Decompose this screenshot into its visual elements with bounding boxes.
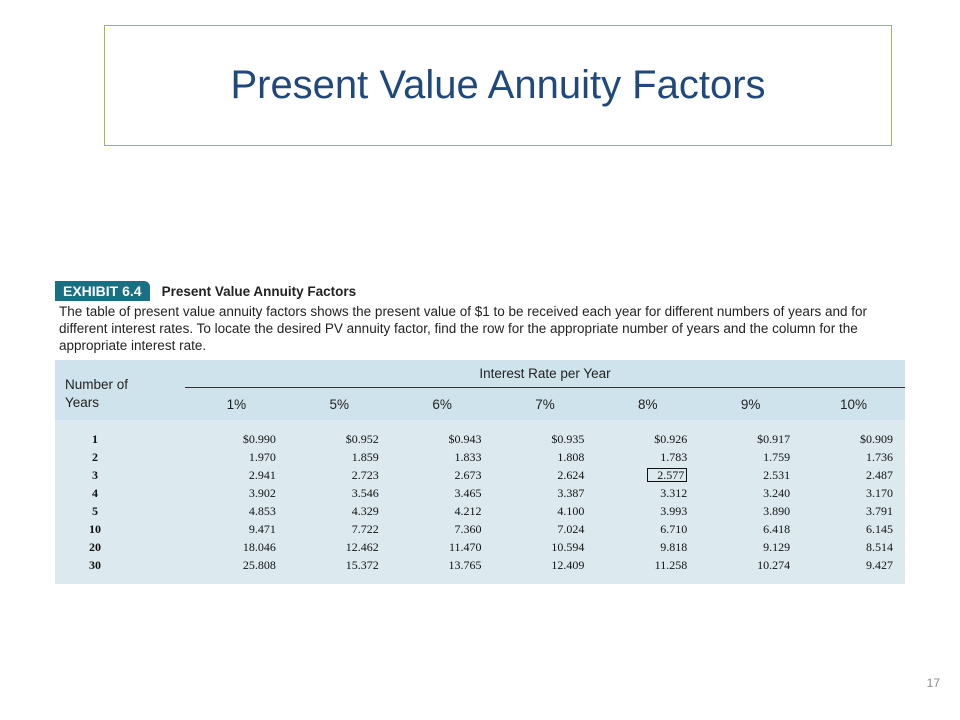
column-header: 8% [638, 396, 658, 412]
factor-cell: 1.759 [763, 449, 791, 464]
slide-title: Present Value Annuity Factors [230, 63, 766, 107]
factor-cell: 7.024 [557, 521, 585, 536]
factor-cell: 3.312 [660, 485, 688, 500]
factor-cell: 7.722 [351, 521, 379, 536]
factor-cell: 11.258 [654, 557, 688, 572]
factor-cell: 3.170 [866, 485, 893, 500]
factor-cell: 12.462 [345, 539, 379, 554]
column-header-row: 1% 5% 6% 7% 8% 9% 10% [55, 388, 905, 420]
row-header: Number of Years [55, 360, 185, 420]
factor-cell: 9.818 [660, 539, 688, 554]
highlighted-factor: 2.577 [647, 467, 688, 482]
column-header: 9% [740, 396, 761, 412]
factor-cell: 9.471 [248, 521, 276, 536]
factor-cell: 1.859 [351, 449, 379, 464]
years-cell: 30 [89, 557, 101, 572]
factor-cell: 4.853 [248, 503, 276, 518]
exhibit-description: The table of present value annuity facto… [59, 304, 867, 353]
factor-cell: 2.531 [763, 467, 791, 482]
table-row: 10 9.471 7.722 7.360 7.024 6.710 6.418 6.145 [55, 520, 905, 538]
factor-cell: 3.387 [557, 485, 585, 500]
years-cell: 10 [89, 521, 101, 536]
factor-cell: 13.765 [448, 557, 482, 572]
table-body: 1 $0.990 $0.952 $0.943 $0.935 $0.926 $0.917 $0.… [55, 420, 905, 584]
factor-cell: 4.329 [351, 503, 379, 518]
factor-cell: 10.594 [551, 539, 585, 554]
annuity-table: Number of Years Interest Rate per Year 1… [55, 360, 905, 584]
factor-cell: 6.710 [660, 521, 688, 536]
table-row: 5 4.853 4.329 4.212 4.100 3.993 3.890 3.791 [55, 502, 905, 520]
years-cell: 20 [89, 539, 101, 554]
factor-cell: 1.808 [557, 449, 585, 464]
factor-cell: $0.909 [860, 431, 893, 446]
factor-cell: 15.372 [345, 557, 379, 572]
table-row: 1 $0.990 $0.952 $0.943 $0.935 $0.926 $0.917 $0.… [55, 420, 905, 448]
factor-cell: 3.791 [866, 503, 893, 518]
table-row: 20 18.046 12.462 11.470 10.594 9.818 9.129 8.51… [55, 538, 905, 556]
factor-cell: 9.427 [866, 557, 893, 572]
years-cell: 5 [92, 503, 98, 518]
factor-cell: 2.723 [351, 467, 379, 482]
factor-cell: 18.046 [242, 539, 276, 554]
column-header: 7% [535, 396, 555, 412]
factor-cell: 3.546 [351, 485, 379, 500]
factor-cell: $0.943 [448, 431, 482, 446]
factor-cell: 8.514 [866, 539, 893, 554]
factor-cell: 9.129 [763, 539, 791, 554]
table-row: 2 1.970 1.859 1.833 1.808 1.783 1.759 1.736 [55, 448, 905, 466]
column-header: 6% [432, 396, 452, 412]
factor-cell: 2.941 [248, 467, 276, 482]
column-header: 10% [840, 396, 868, 412]
factor-cell: 11.470 [448, 539, 482, 554]
factor-cell: 1.783 [660, 449, 688, 464]
column-header: 1% [226, 396, 247, 412]
factor-cell: 7.360 [454, 521, 482, 536]
factor-cell: $0.990 [242, 431, 276, 446]
factor-cell: 2.577 [596, 466, 699, 484]
factor-cell: 2.624 [557, 467, 585, 482]
exhibit-title: Present Value Annuity Factors [161, 283, 357, 299]
years-cell: 1 [92, 431, 98, 446]
factor-cell: 4.100 [557, 503, 585, 518]
factor-cell: 3.902 [248, 485, 276, 500]
header-row: Number of Years Interest Rate per Year [55, 360, 905, 410]
table-row: 30 25.808 15.372 13.765 12.409 11.258 10.274 9.… [55, 556, 905, 584]
factor-cell: 10.274 [757, 557, 791, 572]
factor-cell: $0.952 [345, 431, 379, 446]
factor-cell: 12.409 [551, 557, 585, 572]
factor-cell: 6.418 [763, 521, 791, 536]
years-cell: 2 [92, 449, 98, 464]
factor-cell: 3.993 [660, 503, 688, 518]
factor-cell: 25.808 [242, 557, 276, 572]
factor-cell: 1.970 [248, 449, 276, 464]
years-cell: 4 [92, 485, 98, 500]
title-box: Present Value Annuity Factors [104, 25, 892, 146]
exhibit-header: EXHIBIT 6.4 Present Value Annuity Factor… [55, 281, 905, 301]
factor-cell: 1.833 [454, 449, 482, 464]
factor-cell: 1.736 [866, 449, 893, 464]
factor-cell: 6.145 [866, 521, 893, 536]
factor-cell: $0.926 [654, 431, 688, 446]
exhibit: EXHIBIT 6.4 Present Value Annuity Factor… [55, 281, 905, 584]
column-header: 5% [329, 396, 350, 412]
factor-cell: $0.917 [757, 431, 791, 446]
factor-cell: 3.465 [454, 485, 482, 500]
slide-number: 17 [926, 676, 940, 690]
group-header-cell: Interest Rate per Year [185, 360, 905, 388]
factor-cell: $0.935 [551, 431, 585, 446]
factor-cell: 3.890 [763, 503, 791, 518]
factor-cell: 3.240 [763, 485, 791, 500]
years-cell: 3 [92, 467, 98, 482]
exhibit-label: EXHIBIT 6.4 [55, 281, 150, 301]
table-row: 4 3.902 3.546 3.465 3.387 3.312 3.240 3.170 [55, 484, 905, 502]
group-header: Interest Rate per Year [185, 366, 905, 388]
row-header-text: Number of Years [65, 377, 129, 410]
table-head: Number of Years Interest Rate per Year 1… [55, 360, 905, 420]
factor-cell: 2.487 [866, 467, 893, 482]
factor-cell: 4.212 [454, 503, 482, 518]
table-row: 3 2.941 2.723 2.673 2.624 2.577 2.531 2.487 [55, 466, 905, 484]
factor-cell: 2.673 [454, 467, 482, 482]
